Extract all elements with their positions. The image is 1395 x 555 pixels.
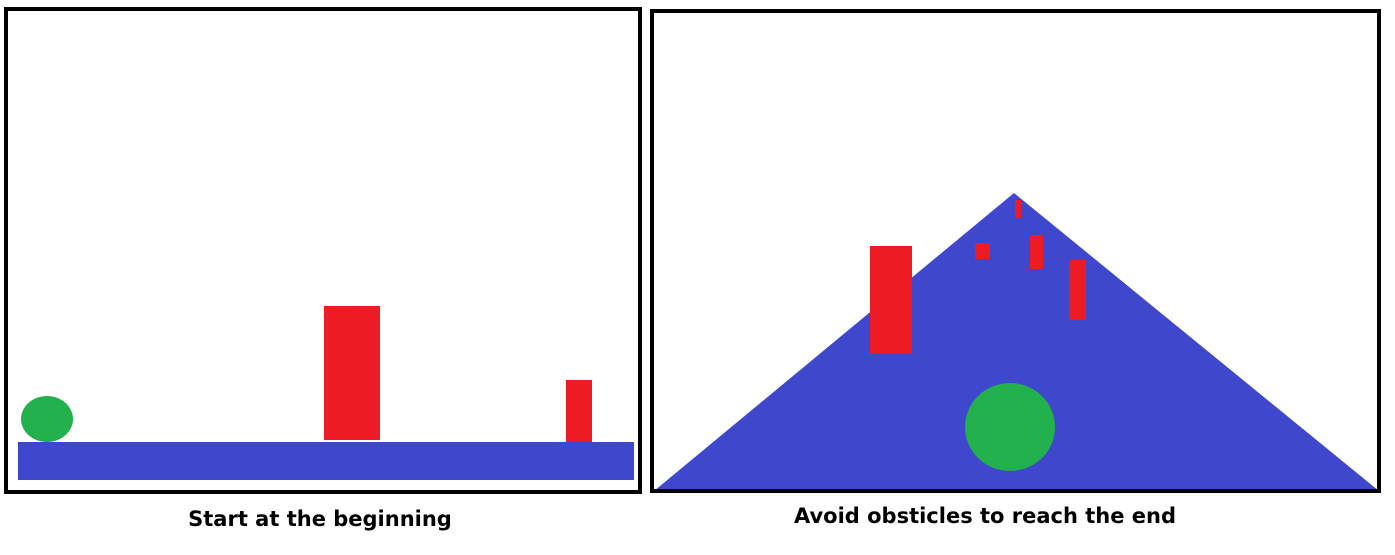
start-panel <box>4 7 642 494</box>
obstacle-block <box>324 306 380 440</box>
mountain-ground <box>656 193 1377 489</box>
player-ball <box>21 396 73 442</box>
start-caption: Start at the beginning <box>188 507 452 531</box>
player-ball <box>965 383 1055 471</box>
obstacle-block <box>975 243 990 259</box>
obstacle-block <box>870 246 912 354</box>
goal-caption: Avoid obsticles to reach the end <box>793 504 1177 528</box>
mountain-panel <box>650 9 1381 493</box>
mountain-slope <box>656 193 1377 489</box>
obstacle-block <box>1069 260 1086 320</box>
obstacle-block <box>1030 235 1043 269</box>
obstacle-block <box>566 380 592 442</box>
ground-platform <box>18 442 634 480</box>
obstacle-block <box>1015 200 1021 218</box>
